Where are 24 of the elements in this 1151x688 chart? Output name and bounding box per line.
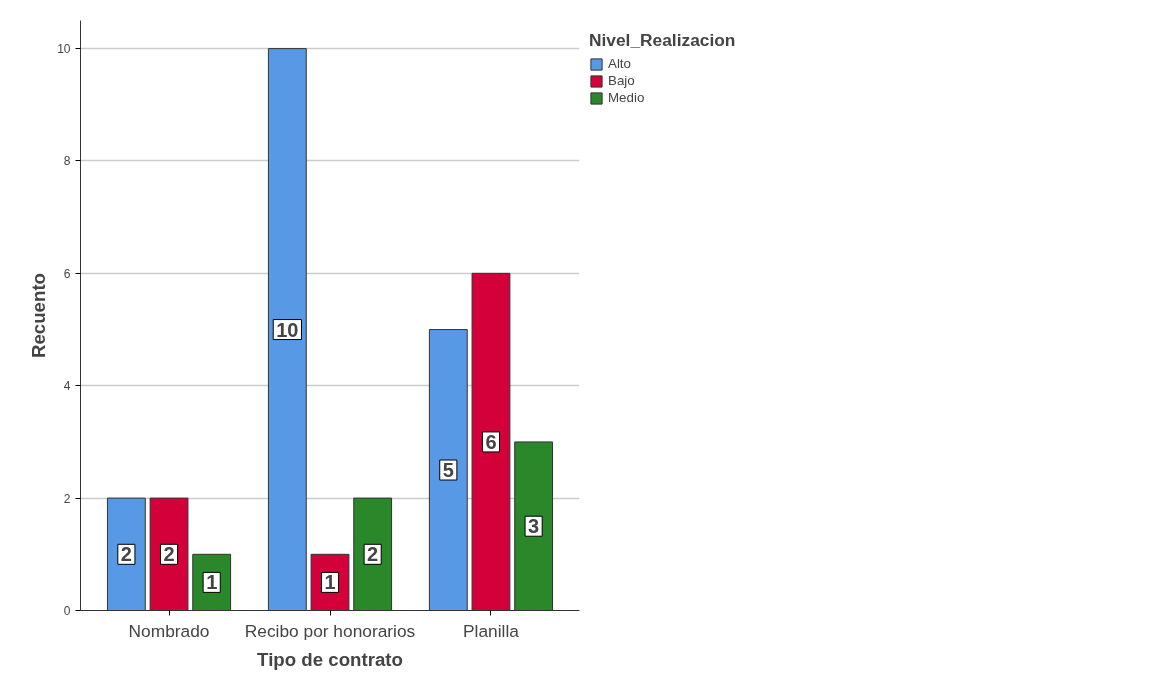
y-tick-label: 2 [63,491,71,506]
data-label: 2 [367,543,379,566]
x-tick-label: Planilla [463,620,520,641]
x-axis-title: Tipo de contrato [257,648,403,670]
x-tick-label: Recibo por honorarios [244,620,416,641]
y-tick-label: 8 [63,154,71,169]
y-axis-title: Recuento [28,272,50,358]
data-label: 1 [206,571,218,594]
y-tick-label: 6 [63,266,71,281]
data-label: 3 [528,515,540,538]
y-tick-label: 4 [63,379,71,394]
legend-label: Alto [608,56,631,71]
legend-label: Bajo [608,73,635,88]
data-label: 10 [276,318,299,341]
data-label: 5 [442,459,454,482]
y-tick-label: 10 [57,42,71,57]
legend-label: Medio [608,90,645,105]
legend-title: Nivel_Realizacion [589,30,736,51]
data-label: 2 [163,543,175,566]
data-label: 2 [120,543,132,566]
x-tick-label: Nombrado [128,620,210,641]
data-label: 6 [485,430,497,453]
y-tick-label: 0 [63,604,71,618]
data-label: 1 [324,571,336,594]
